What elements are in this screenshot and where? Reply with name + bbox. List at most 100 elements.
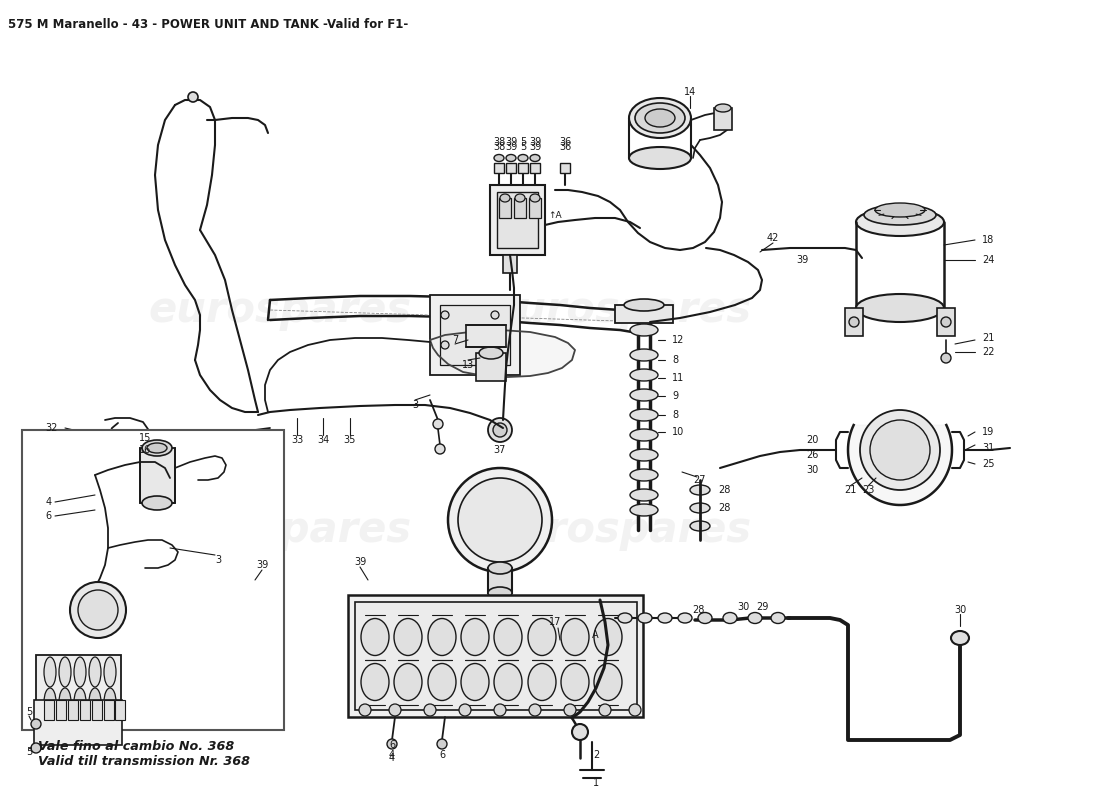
Ellipse shape bbox=[658, 613, 672, 623]
Bar bbox=[560, 163, 570, 173]
Bar bbox=[466, 325, 506, 347]
Circle shape bbox=[146, 523, 154, 531]
Ellipse shape bbox=[518, 154, 528, 162]
Ellipse shape bbox=[44, 657, 56, 687]
Ellipse shape bbox=[44, 688, 56, 716]
Text: 36: 36 bbox=[559, 142, 571, 152]
Text: 20: 20 bbox=[806, 435, 818, 445]
Ellipse shape bbox=[594, 618, 621, 655]
Text: 28: 28 bbox=[692, 605, 704, 615]
Circle shape bbox=[441, 341, 449, 349]
Ellipse shape bbox=[142, 440, 172, 456]
Text: 7: 7 bbox=[452, 335, 458, 345]
Ellipse shape bbox=[630, 369, 658, 381]
Bar bbox=[530, 163, 540, 173]
Ellipse shape bbox=[478, 347, 503, 359]
Ellipse shape bbox=[515, 194, 525, 202]
Ellipse shape bbox=[572, 724, 588, 740]
Bar bbox=[506, 163, 516, 173]
Text: 39: 39 bbox=[505, 137, 517, 147]
Text: 4: 4 bbox=[389, 753, 395, 763]
Text: eurospares: eurospares bbox=[148, 509, 411, 551]
Text: 30: 30 bbox=[806, 465, 818, 475]
Text: 575 M Maranello - 43 - POWER UNIT AND TANK -Valid for F1-: 575 M Maranello - 43 - POWER UNIT AND TA… bbox=[8, 18, 408, 31]
Bar bbox=[92, 700, 102, 720]
Circle shape bbox=[564, 704, 576, 716]
Polygon shape bbox=[848, 425, 952, 505]
Ellipse shape bbox=[618, 613, 632, 623]
Bar bbox=[34, 700, 122, 745]
Ellipse shape bbox=[952, 631, 969, 645]
Text: 28: 28 bbox=[718, 503, 730, 513]
Circle shape bbox=[459, 704, 471, 716]
Ellipse shape bbox=[528, 618, 556, 655]
Circle shape bbox=[940, 317, 952, 327]
Text: 39: 39 bbox=[505, 142, 517, 152]
Text: 3: 3 bbox=[411, 400, 418, 410]
Ellipse shape bbox=[394, 663, 422, 701]
Circle shape bbox=[940, 353, 952, 363]
Ellipse shape bbox=[89, 657, 101, 687]
Ellipse shape bbox=[59, 688, 72, 716]
Ellipse shape bbox=[89, 688, 101, 716]
Text: 5: 5 bbox=[26, 747, 32, 757]
Text: 8: 8 bbox=[672, 355, 678, 365]
Polygon shape bbox=[430, 330, 575, 377]
Circle shape bbox=[434, 444, 446, 454]
Text: 5: 5 bbox=[520, 142, 526, 152]
Circle shape bbox=[529, 704, 541, 716]
Bar bbox=[937, 308, 955, 336]
Circle shape bbox=[441, 311, 449, 319]
Circle shape bbox=[78, 590, 118, 630]
Ellipse shape bbox=[629, 98, 691, 138]
Ellipse shape bbox=[698, 613, 712, 623]
Circle shape bbox=[600, 704, 610, 716]
Text: 21: 21 bbox=[982, 333, 994, 343]
Text: 21: 21 bbox=[844, 485, 856, 495]
Text: 10: 10 bbox=[672, 427, 684, 437]
Text: 23: 23 bbox=[861, 485, 875, 495]
Ellipse shape bbox=[630, 409, 658, 421]
Text: 1: 1 bbox=[593, 778, 600, 788]
Text: eurospares: eurospares bbox=[488, 509, 751, 551]
Ellipse shape bbox=[690, 521, 710, 531]
Bar bbox=[140, 448, 175, 503]
Ellipse shape bbox=[488, 562, 512, 574]
Text: 31: 31 bbox=[982, 443, 994, 453]
Ellipse shape bbox=[494, 154, 504, 162]
Text: 5: 5 bbox=[26, 707, 32, 717]
Circle shape bbox=[870, 420, 930, 480]
Text: 6: 6 bbox=[439, 750, 446, 760]
Bar bbox=[615, 305, 673, 323]
Ellipse shape bbox=[630, 389, 658, 401]
Text: 24: 24 bbox=[982, 255, 994, 265]
Bar bbox=[494, 163, 504, 173]
Ellipse shape bbox=[594, 663, 621, 701]
Text: 26: 26 bbox=[806, 450, 818, 460]
Ellipse shape bbox=[629, 147, 691, 169]
Bar bbox=[503, 255, 517, 273]
Text: 14: 14 bbox=[684, 87, 696, 97]
Ellipse shape bbox=[874, 203, 925, 217]
Ellipse shape bbox=[630, 349, 658, 361]
Bar bbox=[845, 308, 864, 336]
Text: 39: 39 bbox=[354, 557, 366, 567]
Text: 34: 34 bbox=[317, 435, 329, 445]
Text: 30: 30 bbox=[954, 605, 966, 615]
Bar bbox=[518, 163, 528, 173]
Ellipse shape bbox=[494, 663, 522, 701]
Ellipse shape bbox=[461, 618, 490, 655]
Circle shape bbox=[359, 704, 371, 716]
Ellipse shape bbox=[561, 663, 588, 701]
Bar bbox=[36, 655, 121, 717]
Circle shape bbox=[31, 743, 41, 753]
Text: 39: 39 bbox=[256, 560, 268, 570]
Text: 16: 16 bbox=[139, 445, 151, 455]
Ellipse shape bbox=[864, 205, 936, 225]
Circle shape bbox=[493, 423, 507, 437]
Ellipse shape bbox=[748, 613, 762, 623]
Text: 39: 39 bbox=[529, 142, 541, 152]
Text: 17: 17 bbox=[549, 617, 561, 627]
Ellipse shape bbox=[488, 587, 512, 599]
Text: 38: 38 bbox=[493, 137, 505, 147]
